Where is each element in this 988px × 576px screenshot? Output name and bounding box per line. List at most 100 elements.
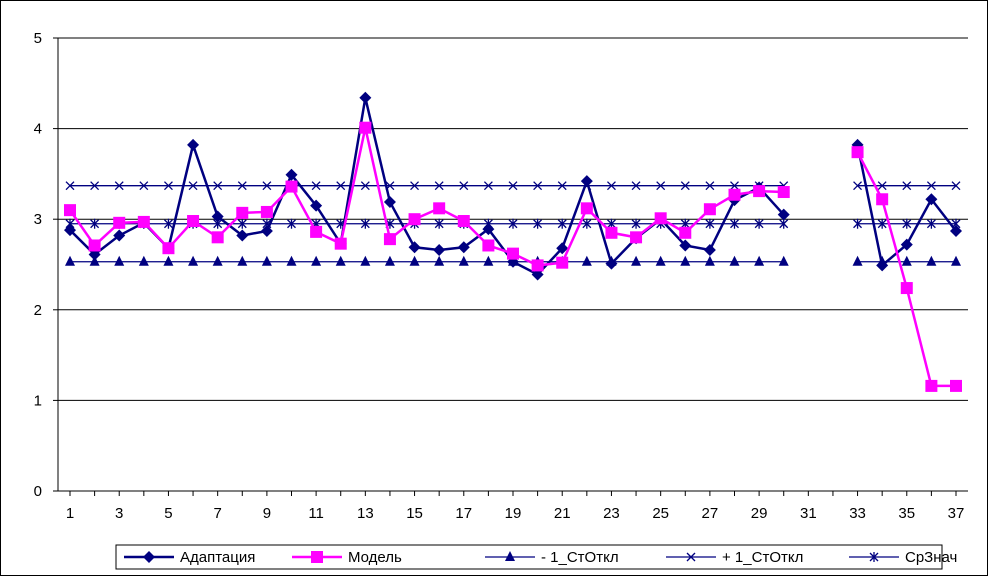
triangle-marker: [237, 255, 248, 266]
data-point: [383, 233, 396, 246]
data-point: [582, 218, 592, 229]
x-marker-stroke: [65, 181, 75, 191]
data-point: [137, 215, 150, 228]
data-point: [926, 218, 936, 229]
data-point: [703, 244, 716, 257]
triangle-marker: [286, 255, 297, 266]
data-point: [951, 255, 961, 266]
legend-entry: + 1_СтОткл: [666, 549, 803, 566]
data-point: [113, 216, 126, 229]
data-point: [754, 255, 765, 266]
data-point: [877, 181, 887, 191]
data-point: [630, 231, 643, 244]
series-line: [856, 151, 956, 388]
data-point: [728, 188, 741, 201]
square-marker: [925, 379, 938, 392]
legend-label: Модель: [348, 549, 402, 566]
x-marker-stroke: [705, 181, 715, 191]
x-marker-stroke: [508, 181, 518, 191]
triangle-marker: [729, 255, 740, 266]
triangle-marker: [926, 255, 937, 266]
data-point: [65, 255, 75, 266]
data-point: [65, 181, 75, 191]
data-point: [482, 223, 495, 236]
x-marker-stroke: [557, 181, 567, 191]
data-point: [310, 199, 323, 212]
data-point: [334, 237, 347, 250]
x-marker-stroke: [483, 181, 493, 191]
data-point: [580, 202, 593, 215]
square-marker: [334, 237, 347, 250]
legend-entry: Модель: [292, 549, 402, 566]
data-point: [902, 218, 912, 229]
diamond-marker: [64, 224, 76, 237]
data-point: [631, 218, 641, 229]
data-point: [533, 181, 543, 191]
triangle-marker: [212, 255, 223, 266]
x-marker-stroke: [139, 181, 149, 191]
xtick-label: 31: [800, 505, 817, 522]
legend-entry: - 1_СтОткл: [485, 549, 619, 566]
ytick-label: 0: [34, 483, 42, 500]
diamond-marker: [383, 195, 396, 208]
legend-marker: [143, 551, 155, 563]
triangle-marker: [335, 255, 346, 266]
diamond-marker: [900, 238, 913, 251]
triangle-marker: [458, 255, 469, 266]
triangle-marker: [680, 255, 691, 266]
data-point: [188, 181, 198, 191]
data-point: [260, 224, 273, 237]
square-marker: [211, 231, 224, 244]
square-marker: [556, 256, 569, 269]
data-point: [262, 181, 272, 191]
data-point: [605, 226, 618, 239]
data-point: [360, 181, 370, 191]
data-point: [188, 255, 199, 266]
data-point: [901, 255, 912, 266]
square-marker: [187, 215, 200, 228]
xtick-label: 27: [702, 505, 719, 522]
data-point: [902, 181, 912, 191]
xtick-label: 19: [505, 505, 522, 522]
legend-entry: СрЗнач: [849, 549, 957, 566]
triangle-marker: [951, 255, 961, 266]
square-marker: [236, 206, 249, 219]
data-point: [900, 282, 913, 295]
ytick-label: 1: [34, 392, 42, 409]
square-marker: [777, 186, 790, 199]
data-point: [655, 255, 666, 266]
series-line: [68, 127, 784, 267]
diamond-marker: [950, 224, 962, 237]
x-marker-stroke: [533, 181, 543, 191]
square-marker: [900, 282, 913, 295]
data-point: [556, 256, 569, 269]
square-marker: [433, 202, 446, 215]
x-marker-stroke: [686, 552, 696, 562]
diamond-marker: [482, 223, 495, 236]
diamond-marker: [408, 241, 421, 254]
data-point: [777, 208, 790, 221]
triangle-marker: [261, 255, 272, 266]
data-point: [285, 168, 298, 181]
data-point: [237, 181, 247, 191]
data-point: [753, 185, 766, 198]
triangle-marker: [505, 551, 515, 561]
series-2: [64, 121, 962, 392]
data-point: [925, 379, 938, 392]
xtick-label: 7: [213, 505, 221, 522]
triangle-marker: [311, 255, 322, 266]
data-point: [89, 255, 100, 266]
x-marker-stroke: [262, 181, 272, 191]
data-point: [482, 239, 495, 252]
legend-label: СрЗнач: [905, 549, 957, 566]
data-point: [483, 181, 493, 191]
square-marker: [137, 215, 150, 228]
diamond-marker: [605, 257, 618, 270]
triangle-marker: [188, 255, 199, 266]
x-marker-stroke: [730, 181, 739, 191]
square-marker: [876, 193, 889, 206]
data-point: [434, 255, 445, 266]
triangle-marker: [360, 255, 371, 266]
diamond-marker: [433, 244, 446, 257]
data-point: [531, 259, 544, 272]
